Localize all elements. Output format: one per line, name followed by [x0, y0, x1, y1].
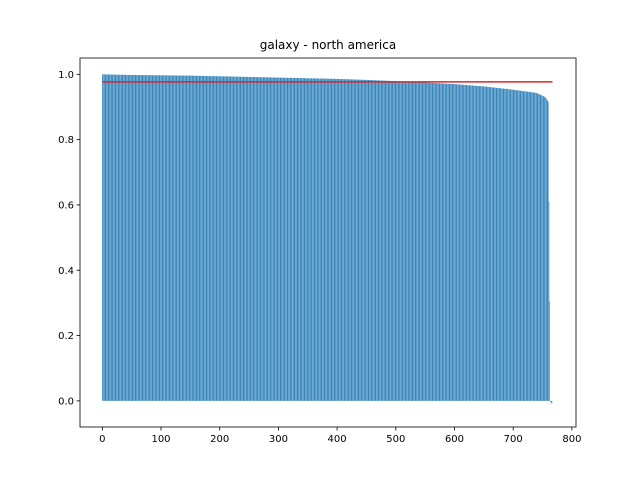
- x-tick-label: 600: [445, 434, 464, 445]
- y-tick-label: 0.8: [58, 135, 74, 146]
- plot-frame: [79, 57, 577, 428]
- y-tick-label: 0.4: [58, 266, 74, 277]
- y-tick-label: 0.6: [58, 200, 74, 211]
- axes-group: 0 100 200 300 400 500 600 700 800 0.0 0.2 0.4 0.6 0.8…: [58, 57, 581, 445]
- y-tick-label: 0.0: [58, 396, 74, 407]
- x-tick-label: 400: [328, 434, 347, 445]
- bars-group: [102, 74, 553, 405]
- x-tick-label: 500: [386, 434, 405, 445]
- x-tick-label: 300: [269, 434, 288, 445]
- x-tick-label: 0: [99, 434, 105, 445]
- x-tick-label: 800: [562, 434, 581, 445]
- y-tick-label: 0.2: [58, 331, 74, 342]
- y-tick-label: 1.0: [58, 70, 74, 81]
- x-tick-label: 700: [504, 434, 523, 445]
- x-tick-label: 200: [210, 434, 229, 445]
- x-tick-label: 100: [151, 434, 170, 445]
- chart-title: galaxy - north america: [260, 38, 396, 52]
